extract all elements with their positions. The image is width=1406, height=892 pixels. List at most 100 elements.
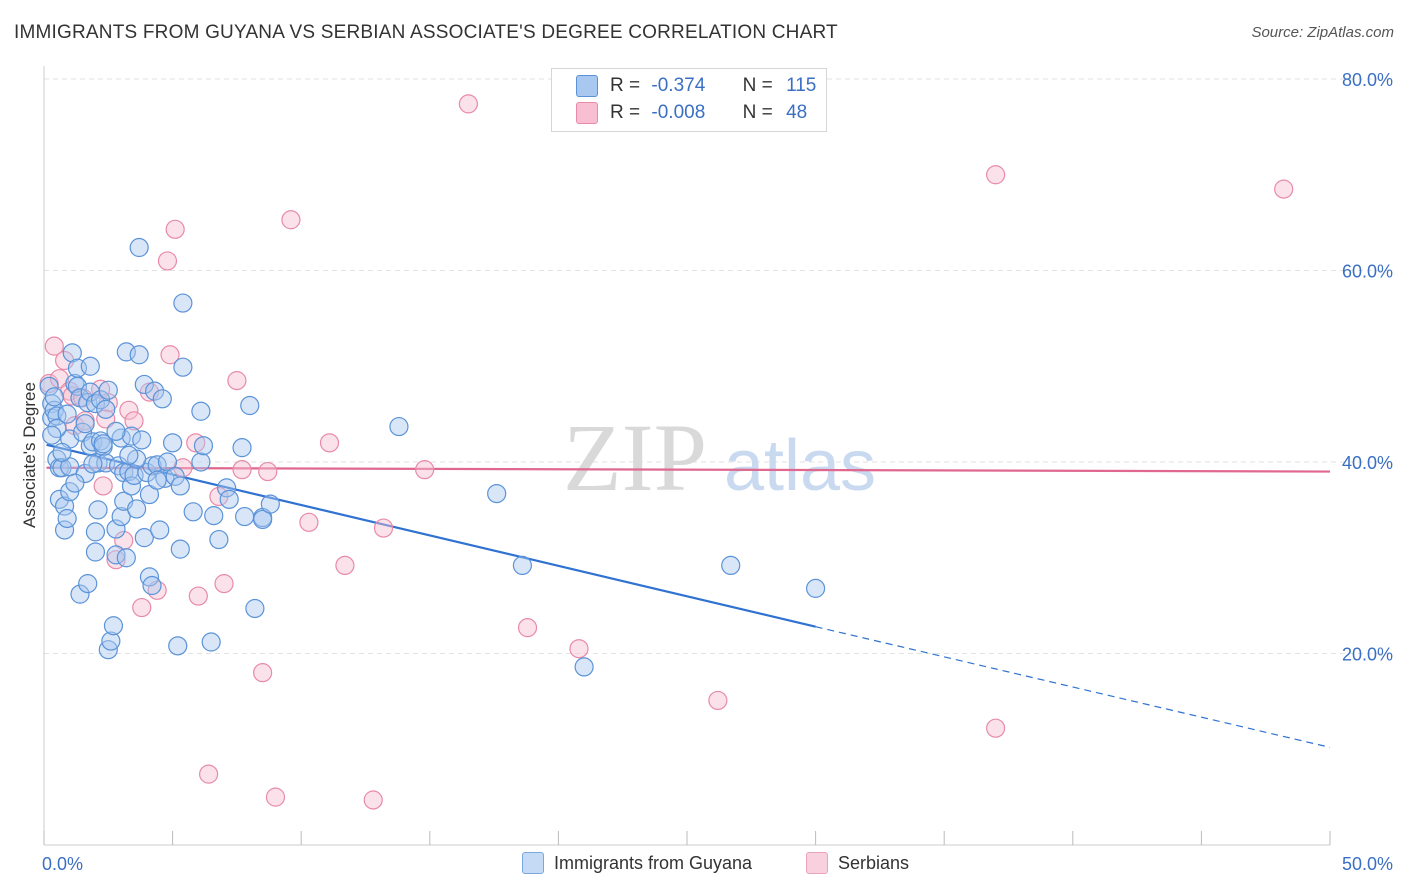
- serbians-point: [227, 371, 247, 391]
- guyana-point: [232, 438, 252, 458]
- guyana-points: [39, 237, 826, 677]
- guyana-point: [150, 520, 170, 540]
- serbians-point: [415, 460, 435, 480]
- serbians-point: [458, 94, 478, 114]
- serbians-point: [232, 460, 252, 480]
- guyana-point: [173, 293, 193, 313]
- guyana-point: [126, 499, 147, 519]
- guyana-point: [65, 373, 85, 394]
- serbians-point: [199, 764, 219, 784]
- serbians-point: [157, 251, 178, 271]
- guyana-point: [217, 478, 237, 498]
- guyana-point: [204, 506, 224, 526]
- guyana-point: [721, 555, 741, 576]
- guyana-point: [98, 380, 118, 400]
- guyana-point: [96, 399, 116, 419]
- watermark-atlas: atlas: [724, 426, 876, 506]
- serbians-point: [281, 210, 301, 230]
- guyana-point: [170, 539, 190, 559]
- guyana-point: [106, 421, 126, 441]
- serbians-legend-swatch: [806, 852, 828, 875]
- r-label: R =: [610, 75, 641, 96]
- guyana-point: [129, 345, 149, 365]
- guyana-point: [173, 357, 193, 377]
- guyana-trend-extension: [815, 626, 1331, 748]
- guyana-point: [193, 436, 214, 456]
- y-tick-label: 40.0%: [1342, 453, 1393, 473]
- guyana-point: [260, 494, 280, 514]
- guyana-point: [512, 555, 532, 576]
- guyana-point: [805, 578, 826, 598]
- guyana-point: [42, 425, 62, 445]
- guyana-point: [152, 389, 172, 409]
- serbians-point: [265, 787, 286, 807]
- guyana-legend-label: Immigrants from Guyana: [554, 852, 753, 873]
- guyana-legend-swatch: [522, 852, 544, 875]
- guyana-point: [57, 404, 77, 424]
- guyana-point: [90, 390, 111, 410]
- serbians-point: [986, 165, 1006, 185]
- guyana-point: [103, 616, 124, 636]
- guyana-point: [201, 632, 221, 652]
- correlation-legend: R = -0.374 N = 115 R = -0.008 N = 48: [551, 68, 827, 132]
- serbians-point: [160, 345, 180, 365]
- guyana-point: [65, 473, 85, 493]
- axes: [43, 66, 1331, 846]
- guyana-point: [165, 466, 185, 486]
- guyana-point: [54, 496, 75, 516]
- guyana-point: [129, 237, 149, 258]
- guyana-point: [134, 528, 154, 548]
- guyana-point: [574, 657, 594, 677]
- serbians-point: [124, 411, 144, 431]
- guyana-point: [121, 426, 142, 446]
- guyana-point: [142, 575, 162, 596]
- guyana-point: [44, 387, 64, 407]
- bottom-legend-guyana[interactable]: Immigrants from Guyana: [522, 852, 752, 876]
- guyana-point: [106, 519, 126, 539]
- guyana-point: [75, 414, 95, 434]
- serbians-point: [119, 400, 139, 420]
- serbians-point: [986, 718, 1006, 738]
- r-value-guyana: -0.374: [651, 75, 706, 96]
- guyana-point: [168, 636, 188, 656]
- guyana-point: [75, 463, 95, 484]
- guyana-point: [209, 529, 229, 550]
- r-value-serbians: -0.008: [651, 102, 706, 123]
- bottom-legend-serbians[interactable]: Serbians: [806, 852, 909, 876]
- guyana-point: [191, 401, 211, 421]
- guyana-point: [245, 598, 265, 619]
- tick-labels: 20.0% 40.0% 60.0% 80.0% 0.0% 50.0%: [42, 70, 1393, 874]
- guyana-point: [240, 395, 260, 416]
- serbians-point: [1274, 179, 1294, 199]
- serbians-point: [44, 336, 64, 356]
- gridlines: [44, 78, 1392, 654]
- guyana-point: [85, 522, 106, 542]
- guyana-point: [78, 574, 98, 594]
- serbians-point: [569, 639, 589, 659]
- n-label: N =: [742, 75, 773, 96]
- y-tick-label: 80.0%: [1342, 70, 1393, 90]
- guyana-point: [54, 520, 75, 540]
- guyana-point: [62, 343, 82, 363]
- x-tick-label-min: 0.0%: [42, 854, 83, 874]
- serbians-point: [165, 219, 185, 239]
- y-tick-label: 60.0%: [1342, 262, 1393, 282]
- n-value-serbians: 48: [786, 102, 808, 123]
- guyana-point: [170, 476, 190, 496]
- guyana-point: [111, 506, 131, 527]
- trend-lines: [46, 443, 1331, 748]
- y-tick-label: 20.0%: [1342, 645, 1393, 665]
- serbians-point: [49, 369, 70, 389]
- serbians-point: [186, 433, 206, 453]
- guyana-point: [80, 356, 100, 376]
- x-tick-label-max: 50.0%: [1342, 854, 1393, 874]
- guyana-point: [147, 470, 167, 490]
- serbians-point: [214, 574, 234, 594]
- guyana-point: [52, 458, 72, 478]
- guyana-point: [132, 430, 152, 450]
- r-label: R =: [610, 102, 641, 123]
- serbians-point: [363, 790, 383, 810]
- serbians-point: [258, 461, 278, 482]
- serbians-point: [373, 518, 394, 538]
